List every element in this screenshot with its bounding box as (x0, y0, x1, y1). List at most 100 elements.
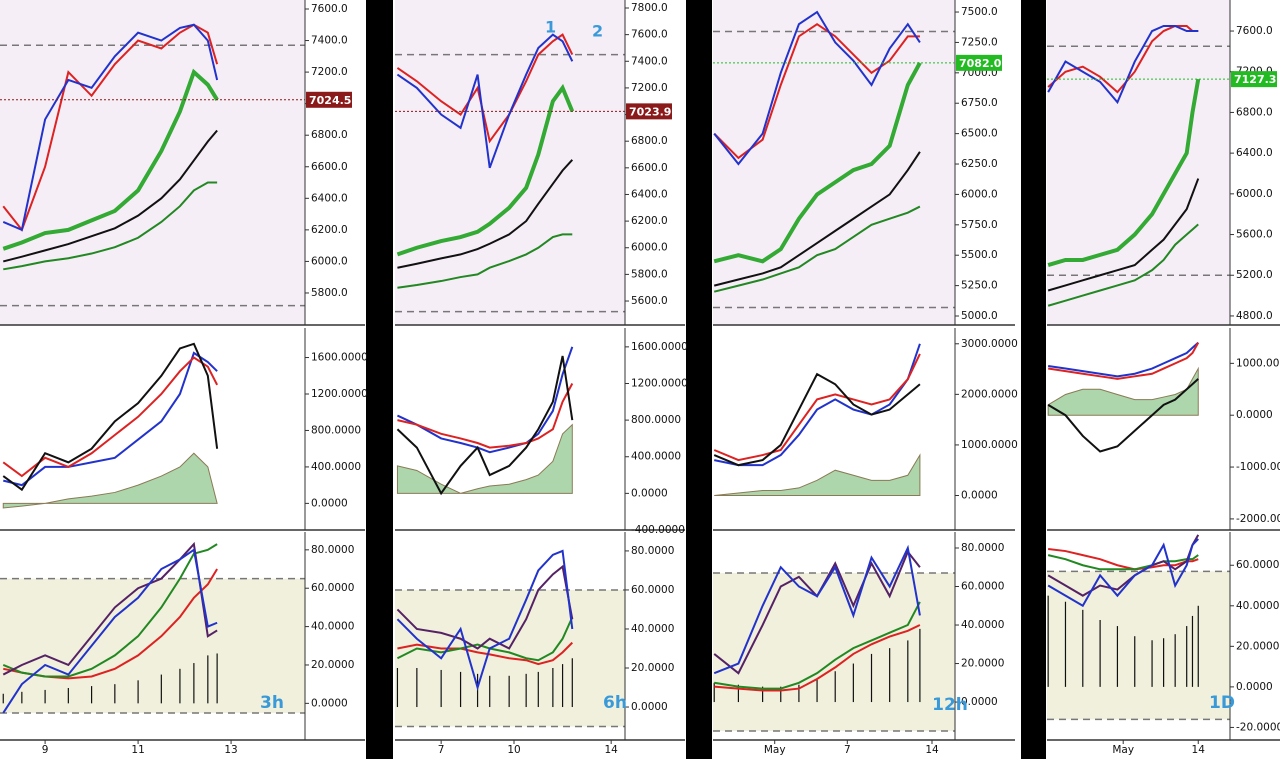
y-tick-label: 40.0000 (961, 619, 1004, 631)
y-tick-label: 6800.0 (631, 135, 668, 147)
last-price-box (306, 91, 352, 108)
x-tick-label: 7 (844, 744, 851, 756)
y-tick-label: 800.0000 (311, 424, 361, 436)
series-line (1047, 24, 1199, 94)
y-tick-label: 6200.0 (631, 215, 668, 227)
area (1047, 366, 1199, 416)
series-line (1048, 341, 1199, 378)
series-line (396, 33, 574, 144)
timeframe-label: 1D (1209, 693, 1235, 713)
y-tick-label: 5800.0 (631, 268, 668, 280)
y-tick-label: 0.0000 (311, 497, 348, 509)
series-line (2, 23, 219, 232)
y-tick-label: 5000.0 (961, 310, 998, 322)
series-line (713, 151, 921, 287)
last-price-label: 7023.9 (629, 105, 671, 118)
series-line (1047, 223, 1199, 307)
series-line (396, 549, 574, 691)
y-tick-label: 7400.0 (631, 55, 668, 67)
y-tick-label: 7250.0 (961, 36, 998, 48)
series-line (397, 159, 574, 269)
y-tick-label: 1000.0000 (1236, 357, 1280, 369)
y-tick-label: 20.0000 (1236, 640, 1279, 652)
y-tick-label: 6500.0 (961, 128, 998, 140)
series-line (3, 351, 218, 487)
column-separator (1021, 0, 1046, 759)
y-tick-label: 1200.0000 (311, 388, 368, 400)
y-tick-label: 0.0000 (1236, 681, 1273, 693)
y-tick-label: 5600.0 (1236, 229, 1273, 241)
y-tick-label: 7600.0 (1236, 25, 1273, 37)
y-tick-label: 6400.0 (631, 188, 668, 200)
series-line (713, 353, 921, 462)
y-tick-label: 0.0000 (631, 701, 668, 713)
y-tick-label: 1600.0000 (311, 352, 368, 364)
timeframe-label: 6h (603, 693, 627, 713)
y-tick-label: 5500.0 (961, 249, 998, 261)
series-line (2, 68, 219, 251)
y-tick-label: 6400.0 (1236, 147, 1273, 159)
last-price-label: 7082.0 (959, 57, 1002, 70)
timeframe-label: 3h (260, 693, 284, 713)
series-line (713, 549, 921, 675)
y-tick-label: 60.0000 (631, 584, 674, 596)
y-tick-label: -400.0000 (631, 524, 685, 536)
series-line (714, 601, 921, 690)
y-tick-label: 800.0000 (631, 414, 681, 426)
y-tick-label: 6000.0 (311, 255, 348, 267)
series-line (713, 22, 920, 160)
y-tick-label: 4800.0 (1236, 310, 1273, 322)
series-line (396, 33, 574, 169)
last-price-label: 7024.5 (309, 94, 351, 107)
series-line (1047, 24, 1199, 105)
series-line (3, 129, 218, 263)
area (2, 452, 218, 509)
y-tick-label: 6750.0 (961, 97, 998, 109)
y-tick-label: 7500.0 (961, 6, 998, 18)
series-line (397, 346, 574, 454)
y-tick-label: 20.0000 (311, 659, 354, 671)
series-line (1047, 538, 1199, 608)
series-line (713, 205, 921, 293)
y-tick-label: 7800.0 (631, 2, 668, 14)
annotation: 1 (545, 18, 556, 37)
series-line (396, 83, 575, 257)
y-tick-label: 6400.0 (311, 192, 348, 204)
series-line (3, 181, 218, 271)
y-tick-label: 7200.0 (631, 82, 668, 94)
y-tick-label: 6600.0 (631, 162, 668, 174)
series-line (713, 544, 921, 675)
panel-bg (1047, 0, 1230, 325)
column-separator (686, 0, 712, 759)
band (713, 573, 955, 731)
last-price-box (1231, 71, 1277, 88)
series-line (2, 548, 218, 714)
y-tick-label: 20.0000 (631, 662, 674, 674)
y-tick-label: 400.0000 (631, 451, 681, 463)
series-line (713, 10, 921, 166)
series-line (396, 616, 574, 662)
area (396, 423, 573, 494)
x-tick-label: 13 (224, 744, 237, 756)
y-tick-label: -1000.0000 (1236, 461, 1280, 473)
y-tick-label: 0.0000 (1236, 409, 1273, 421)
y-tick-label: 1600.0000 (631, 341, 688, 353)
y-tick-label: -20.0000 (1236, 721, 1280, 733)
y-tick-label: 6200.0 (311, 224, 348, 236)
timeframe-label: 12h (932, 695, 968, 715)
y-tick-label: 80.0000 (961, 542, 1004, 554)
x-tick-label: 14 (1192, 744, 1206, 756)
series-line (396, 355, 574, 496)
x-tick-label: 11 (131, 744, 144, 756)
y-tick-label: 7600.0 (311, 3, 348, 15)
y-tick-label: 7400.0 (311, 35, 348, 47)
y-tick-label: 5250.0 (961, 280, 998, 292)
band (0, 578, 305, 713)
series-line (714, 343, 921, 467)
y-tick-label: 3000.0000 (961, 338, 1018, 350)
y-tick-label: 6000.0 (961, 188, 998, 200)
series-line (1047, 78, 1201, 267)
y-tick-label: 2000.0000 (961, 388, 1018, 400)
